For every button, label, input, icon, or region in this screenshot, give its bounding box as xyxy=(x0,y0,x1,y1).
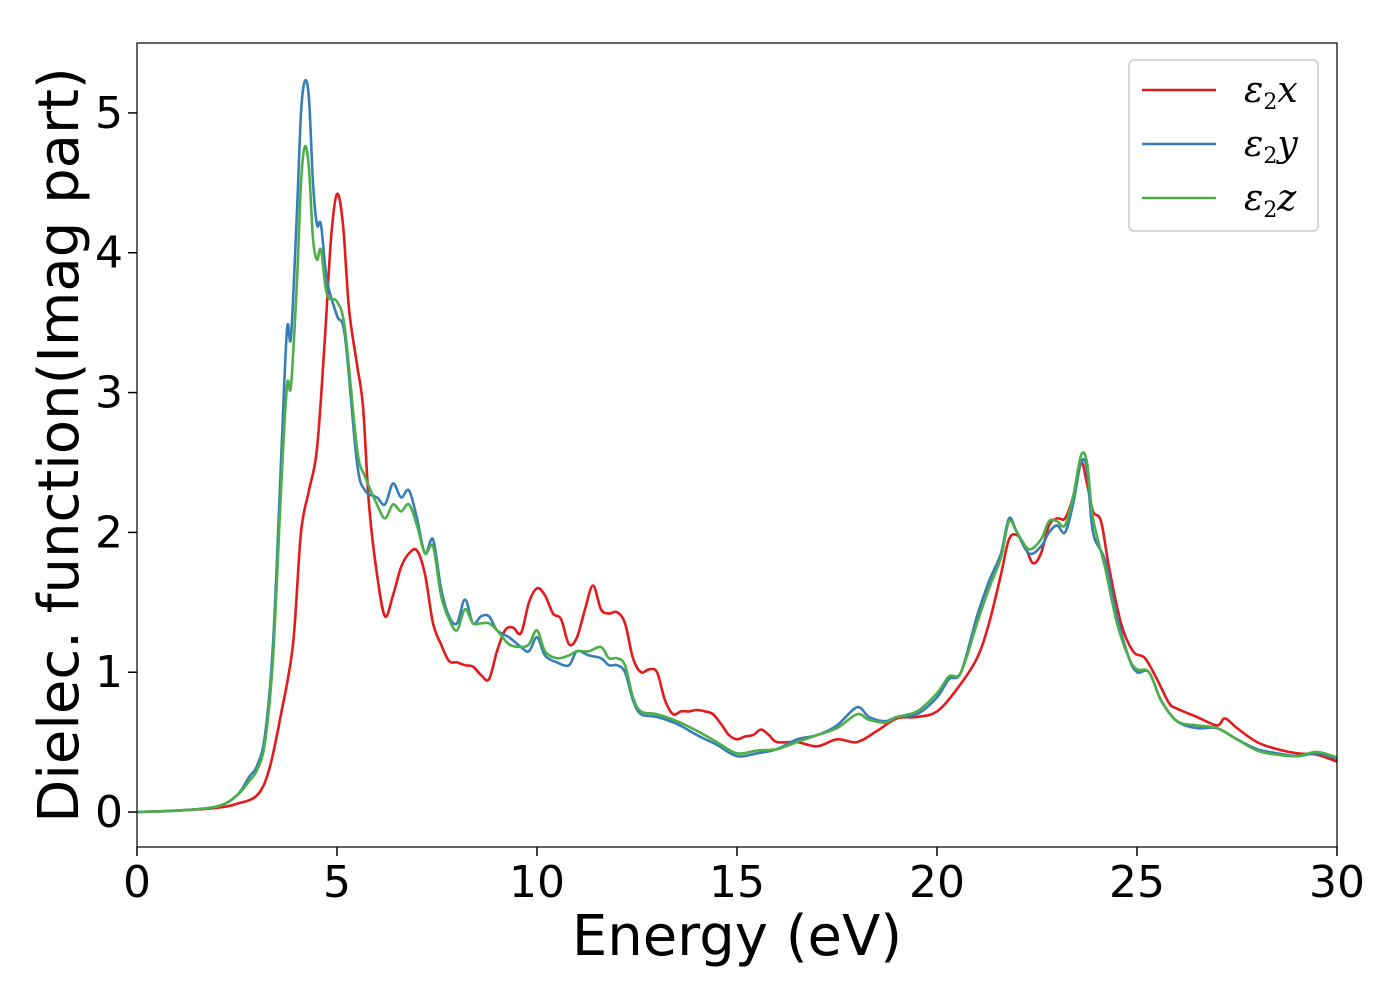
series-line-y xyxy=(137,78,1337,814)
y-tick-label: 5 xyxy=(95,88,123,139)
legend-box xyxy=(1128,59,1319,232)
legend-item-z: ε2z xyxy=(1142,178,1297,223)
series-line-z xyxy=(137,144,1337,814)
y-tick-label: 0 xyxy=(95,787,123,838)
y-axis: 0 1 2 3 4 5 xyxy=(95,88,137,838)
y-tick-label: 4 xyxy=(95,228,123,279)
legend: ε2x ε2y ε2z xyxy=(1128,59,1319,232)
legend-label: ε2y xyxy=(1244,124,1298,169)
y-tick-label: 2 xyxy=(95,507,123,558)
legend-label: ε2z xyxy=(1244,178,1297,223)
x-tick-label: 30 xyxy=(1309,857,1365,908)
series-line-x xyxy=(137,192,1337,814)
x-tick-label: 0 xyxy=(123,857,151,908)
x-tick-label: 20 xyxy=(909,857,965,908)
legend-item-x: ε2x xyxy=(1142,70,1298,115)
y-tick-label: 1 xyxy=(95,647,123,698)
x-tick-label: 10 xyxy=(509,857,565,908)
x-tick-label: 25 xyxy=(1109,857,1165,908)
legend-label: ε2x xyxy=(1244,70,1298,115)
legend-item-y: ε2y xyxy=(1142,124,1298,169)
series-layer xyxy=(137,78,1337,814)
x-axis: 0 5 10 15 20 25 30 xyxy=(123,847,1365,908)
y-tick-label: 3 xyxy=(95,368,123,419)
x-tick-label: 15 xyxy=(709,857,765,908)
x-axis-title: Energy (eV) xyxy=(572,904,902,969)
x-tick-label: 5 xyxy=(323,857,351,908)
y-axis-title: Dielec. function(Imag part) xyxy=(27,67,92,823)
